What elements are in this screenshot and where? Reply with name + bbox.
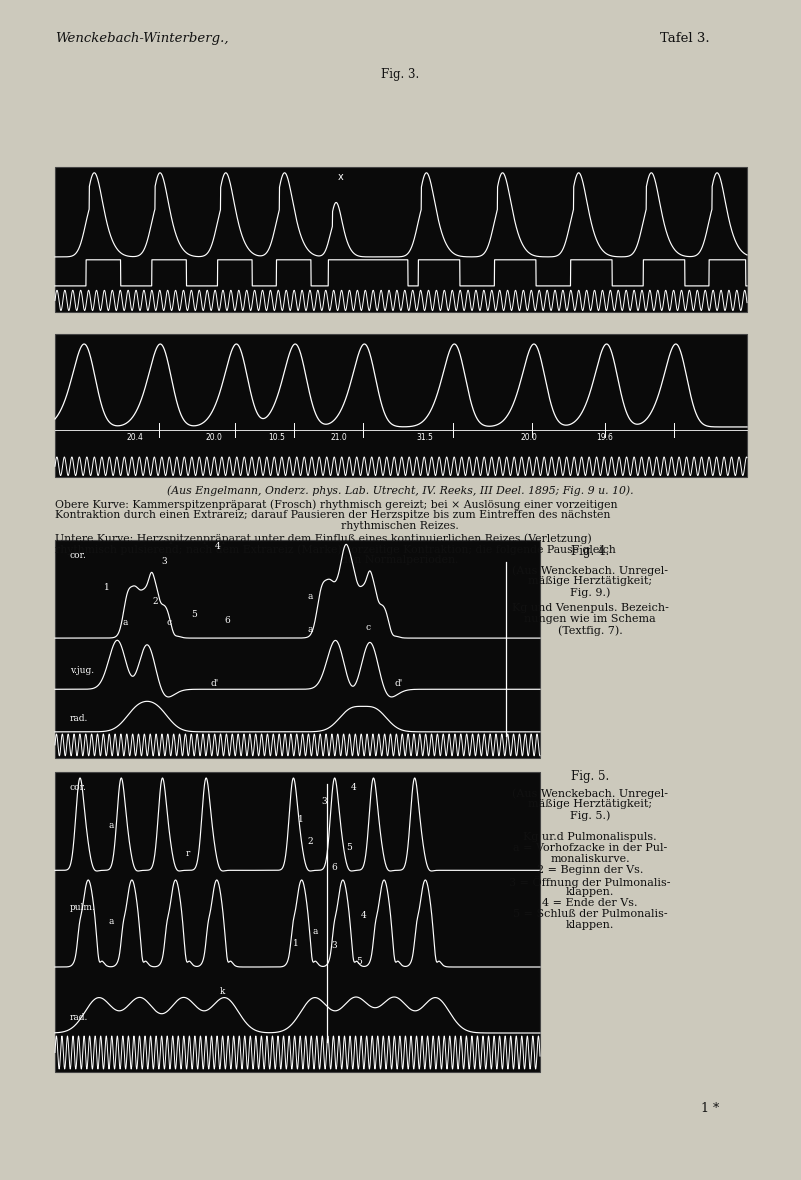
Text: cor.: cor. — [70, 782, 87, 792]
Text: 5: 5 — [191, 610, 197, 618]
Text: rhythmisch pulsierend; nach dem Extrareiz (Marke) vorzeitige Kontraktion; die fo: rhythmisch pulsierend; nach dem Extrarei… — [55, 544, 616, 555]
Bar — [55, 168, 747, 312]
Text: 2: 2 — [308, 837, 313, 846]
Text: (Aus Wenckebach. Unregel-: (Aus Wenckebach. Unregel- — [512, 788, 668, 799]
Text: nungen wie im Schema: nungen wie im Schema — [524, 614, 656, 624]
Text: 1: 1 — [297, 815, 304, 825]
Text: a: a — [308, 592, 312, 601]
Text: klappen.: klappen. — [566, 887, 614, 897]
Text: Fig. 5.): Fig. 5.) — [570, 809, 610, 820]
Bar — [55, 334, 747, 477]
Text: d': d' — [210, 680, 219, 688]
Text: 6: 6 — [332, 864, 337, 872]
Text: 4: 4 — [215, 542, 221, 551]
Bar — [55, 540, 540, 758]
Text: 1: 1 — [292, 938, 299, 948]
Text: 21.0: 21.0 — [330, 433, 347, 441]
Text: mäßige Herztätigkeit;: mäßige Herztätigkeit; — [528, 799, 652, 809]
Text: k: k — [220, 986, 225, 996]
Text: Kontraktion durch einen Extrareiz; darauf Pausieren der Herzspitze bis zum Eintr: Kontraktion durch einen Extrareiz; darau… — [55, 510, 610, 520]
Bar — [55, 772, 540, 1071]
Text: 19.6: 19.6 — [597, 433, 614, 441]
Text: (Aus Engelmann, Onderz. phys. Lab. Utrecht, IV. Reeks, III Deel. 1895; Fig. 9 u.: (Aus Engelmann, Onderz. phys. Lab. Utrec… — [167, 485, 634, 496]
Text: 20.4: 20.4 — [126, 433, 143, 441]
Text: Kg und Venenpuls. Bezeich-: Kg und Venenpuls. Bezeich- — [512, 603, 669, 612]
Text: 5: 5 — [346, 843, 352, 852]
Text: (Aus Wenckebach. Unregel-: (Aus Wenckebach. Unregel- — [512, 565, 668, 576]
Text: Tafel 3.: Tafel 3. — [660, 32, 710, 45]
Text: 4: 4 — [351, 782, 356, 792]
Text: 31.5: 31.5 — [417, 433, 433, 441]
Text: a: a — [108, 821, 114, 831]
Text: 1 *: 1 * — [701, 1102, 719, 1115]
Text: 4: 4 — [360, 911, 366, 920]
Text: 2 = Beginn der Vs.: 2 = Beginn der Vs. — [537, 865, 643, 876]
Text: r: r — [186, 848, 191, 858]
Text: Obere Kurve: Kammerspitzenpräparat (Frosch) rhythmisch gereizt; bei × Auslösung : Obere Kurve: Kammerspitzenpräparat (Fros… — [55, 499, 618, 510]
Text: klappen.: klappen. — [566, 920, 614, 930]
Text: 3: 3 — [332, 942, 337, 951]
Text: d': d' — [395, 680, 403, 688]
Text: a = Vorhofzacke in der Pul-: a = Vorhofzacke in der Pul- — [513, 843, 667, 853]
Text: 20.0: 20.0 — [521, 433, 537, 441]
Text: 6: 6 — [225, 616, 231, 625]
Text: monaliskurve.: monaliskurve. — [550, 854, 630, 864]
Text: Fig. 9.): Fig. 9.) — [570, 586, 610, 597]
Text: rad.: rad. — [70, 1014, 88, 1023]
Text: c: c — [365, 623, 371, 631]
Text: den Normalperioden.: den Normalperioden. — [341, 555, 459, 565]
Text: Untere Kurve: Herzspitzenpräparat unter dem Einfluß eines kontinuierlichen Reize: Untere Kurve: Herzspitzenpräparat unter … — [55, 533, 592, 544]
Text: mäßige Herztätigkeit;: mäßige Herztätigkeit; — [528, 576, 652, 586]
Text: Fig. 3.: Fig. 3. — [380, 68, 419, 81]
Text: rad.: rad. — [70, 714, 88, 723]
Text: 4 = Ende der Vs.: 4 = Ende der Vs. — [542, 898, 638, 907]
Text: cor.: cor. — [70, 551, 87, 559]
Text: Kg ur.d Pulmonalispuls.: Kg ur.d Pulmonalispuls. — [523, 832, 657, 843]
Text: c: c — [167, 618, 171, 628]
Text: x: x — [337, 172, 343, 182]
Text: pulm.: pulm. — [70, 903, 95, 911]
Text: Wenckebach-Winterberg.,: Wenckebach-Winterberg., — [55, 32, 228, 45]
Text: v.jug.: v.jug. — [70, 667, 94, 675]
Text: rhythmischen Reizes.: rhythmischen Reizes. — [341, 522, 459, 531]
Text: a: a — [108, 918, 114, 926]
Text: 1: 1 — [103, 583, 109, 592]
Text: Fig. 4.: Fig. 4. — [571, 545, 609, 558]
Text: 3: 3 — [322, 798, 328, 806]
Text: a: a — [312, 926, 317, 936]
Text: 10.5: 10.5 — [268, 433, 285, 441]
Text: a: a — [308, 625, 312, 634]
Text: 5: 5 — [356, 957, 361, 965]
Text: 3 = Öffnung der Pulmonalis-: 3 = Öffnung der Pulmonalis- — [509, 876, 670, 889]
Text: Fig. 5.: Fig. 5. — [571, 771, 609, 784]
Text: 2: 2 — [152, 597, 158, 605]
Text: 3: 3 — [162, 557, 167, 566]
Text: 20.0: 20.0 — [206, 433, 223, 441]
Text: (Textfig. 7).: (Textfig. 7). — [557, 625, 622, 636]
Text: 5 = Schluß der Pulmonalis-: 5 = Schluß der Pulmonalis- — [513, 909, 667, 919]
Text: a: a — [123, 618, 128, 628]
